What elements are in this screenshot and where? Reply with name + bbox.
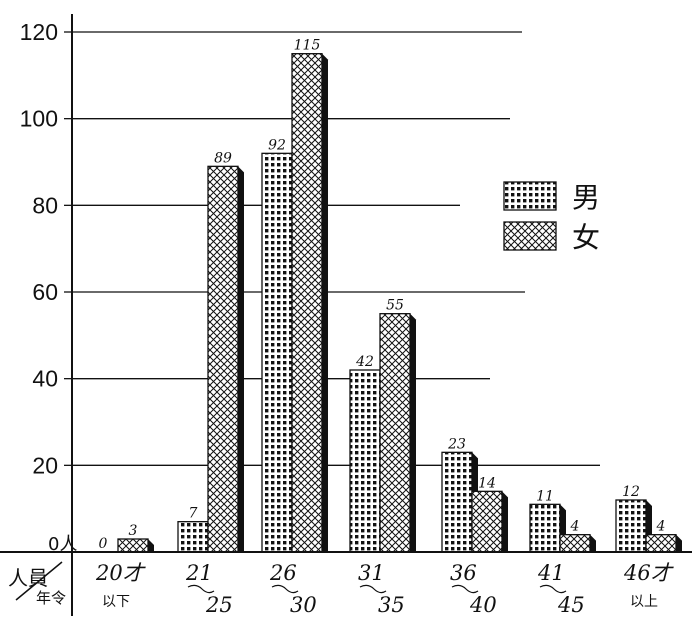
bar-shadow: [676, 534, 682, 552]
data-label: 89: [214, 150, 232, 166]
data-label: 4: [570, 519, 580, 535]
bar-female: [471, 490, 503, 553]
y-tick-label: 20: [32, 452, 58, 478]
bar-male: [441, 451, 473, 553]
bar-female: [379, 313, 411, 553]
corner-divider: [15, 561, 63, 601]
bar-shadow: [322, 53, 328, 553]
axis-corner-bottom: 年令: [36, 589, 66, 607]
x-category-label: 21: [185, 561, 213, 585]
x-category-label: 26: [269, 561, 297, 585]
data-label: 11: [536, 488, 554, 504]
x-category-sublabel: 以下: [102, 594, 130, 610]
bar-shadow: [590, 534, 596, 552]
y-tick-label: 120: [20, 19, 58, 45]
x-category-label: 46才: [623, 561, 675, 585]
axes: [0, 14, 692, 616]
y-tick-label: 40: [32, 366, 58, 392]
legend: 男女: [503, 181, 600, 254]
range-tilde: [359, 584, 387, 594]
x-category-sublabel: 以上: [630, 594, 658, 610]
legend-label-female: 女: [572, 221, 600, 254]
x-category-sublabel: 45: [557, 593, 585, 617]
bar-shadow: [148, 539, 154, 552]
range-tilde: [271, 584, 299, 594]
data-label: 23: [447, 436, 466, 452]
bars: [117, 53, 682, 553]
data-label: 7: [189, 506, 198, 522]
data-label: 0: [99, 536, 108, 552]
bar-shadow: [238, 166, 244, 553]
data-label: 42: [355, 354, 374, 370]
data-label: 3: [129, 523, 138, 539]
bar-female: [291, 53, 323, 553]
range-tilde: [539, 584, 567, 594]
x-category-sublabel: 25: [205, 593, 233, 617]
data-label: 12: [622, 484, 640, 500]
x-category-label: 31: [358, 561, 385, 585]
bar-female: [559, 534, 591, 553]
y-tick-label: 60: [32, 279, 58, 305]
x-category-sublabel: 35: [378, 593, 405, 617]
y-tick-label: 80: [32, 192, 58, 218]
bar-female: [207, 165, 239, 553]
bar-shadow: [410, 313, 416, 552]
data-label: 55: [386, 298, 404, 314]
bar-female: [645, 534, 677, 553]
x-category-sublabel: 30: [290, 593, 317, 617]
data-label: 14: [478, 475, 496, 491]
bar-male: [261, 152, 293, 553]
data-label: 115: [294, 38, 321, 54]
data-label: 4: [656, 519, 666, 535]
bar-male: [177, 521, 209, 553]
bar-male: [529, 503, 561, 553]
x-category-label: 20才: [95, 561, 147, 585]
x-category-label: 41: [537, 561, 565, 585]
range-tilde: [187, 584, 215, 594]
x-category-sublabel: 40: [469, 593, 497, 617]
bar-female: [117, 538, 149, 553]
y-tick-label: 100: [20, 106, 58, 132]
data-label: 92: [268, 137, 286, 153]
axis-corner-top: 人員: [8, 566, 48, 590]
x-category-label: 36: [450, 561, 477, 585]
bar-male: [349, 369, 381, 553]
range-tilde: [451, 584, 479, 594]
bar-shadow: [502, 491, 508, 552]
legend-swatch-female: [503, 221, 557, 251]
bar-male: [615, 499, 647, 553]
zero-label: 0人: [48, 534, 77, 555]
legend-swatch-male: [503, 181, 557, 211]
legend-label-male: 男: [572, 181, 600, 214]
